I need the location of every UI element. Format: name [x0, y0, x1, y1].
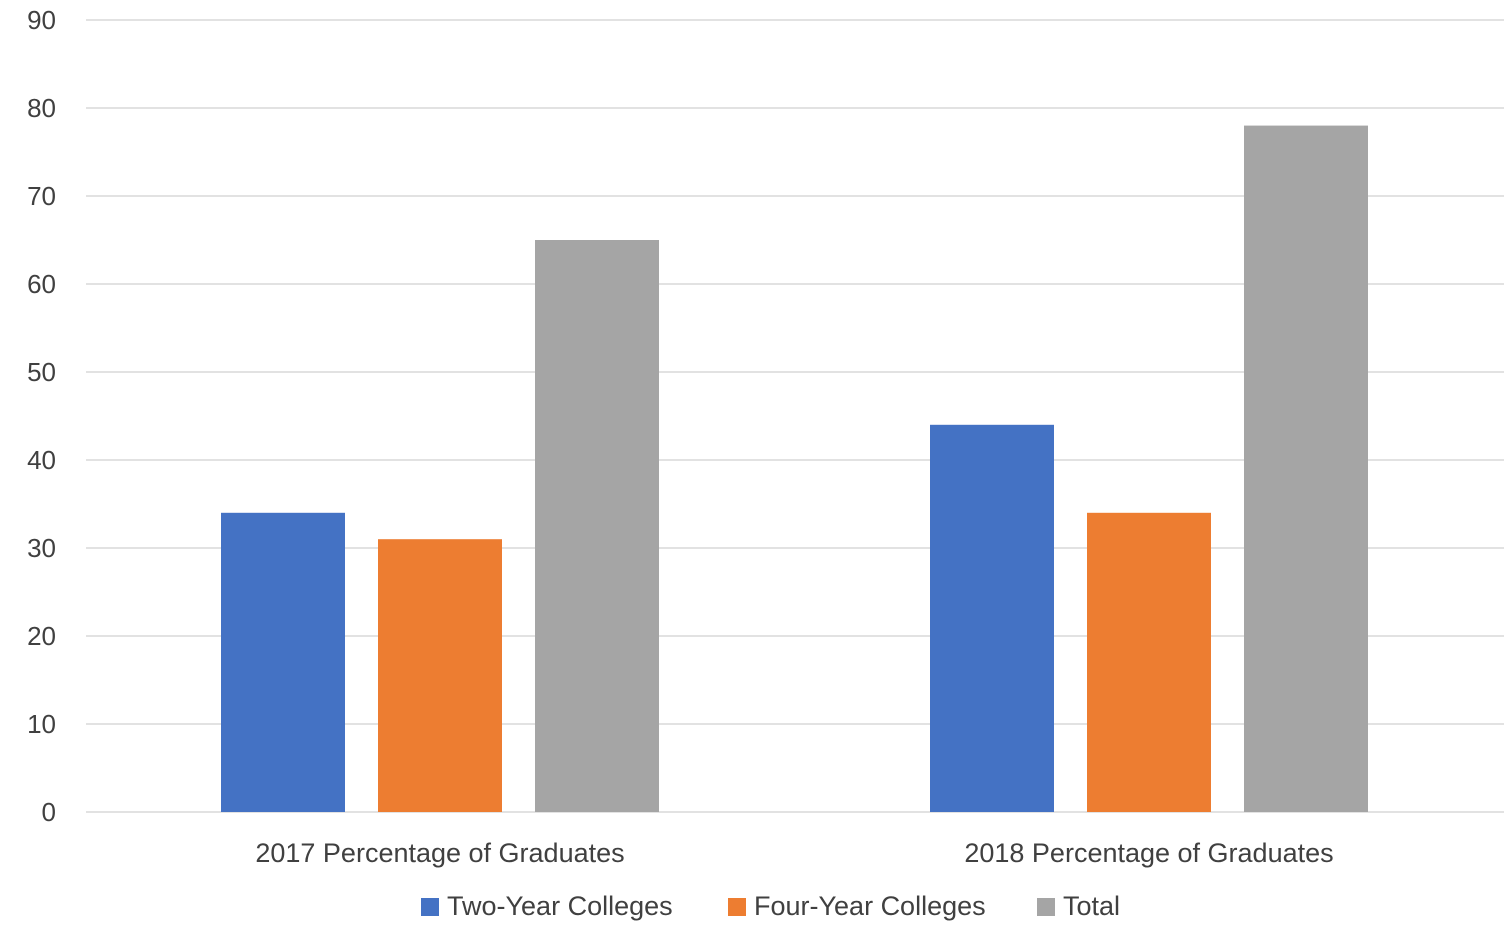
y-tick-label: 90: [27, 5, 56, 35]
x-axis-category-labels: 2017 Percentage of Graduates 2018 Percent…: [255, 838, 1333, 868]
y-tick-label: 70: [27, 181, 56, 211]
bar: [1244, 125, 1368, 813]
legend-item: Two-Year Colleges: [421, 891, 673, 921]
y-tick-label: 0: [42, 797, 56, 827]
legend-swatch: [728, 898, 746, 916]
legend-swatch: [1037, 898, 1055, 916]
bar: [221, 512, 345, 812]
bar: [535, 240, 659, 812]
legend-label: Two-Year Colleges: [447, 891, 673, 921]
y-tick-label: 60: [27, 269, 56, 299]
y-tick-label: 10: [27, 709, 56, 739]
y-tick-label: 50: [27, 357, 56, 387]
y-tick-label: 40: [27, 445, 56, 475]
legend-label: Four-Year Colleges: [754, 891, 986, 921]
legend-item: Four-Year Colleges: [728, 891, 986, 921]
x-category-label: 2018 Percentage of Graduates: [964, 838, 1333, 868]
y-tick-label: 30: [27, 533, 56, 563]
bar: [1087, 512, 1211, 812]
y-tick-label: 80: [27, 93, 56, 123]
legend-swatch: [421, 898, 439, 916]
bar: [930, 424, 1054, 812]
y-axis-tick-labels: 0 10 20 30 40 50 60 70 80 90: [27, 5, 56, 827]
y-tick-label: 20: [27, 621, 56, 651]
legend-label: Total: [1063, 891, 1120, 921]
x-category-label: 2017 Percentage of Graduates: [255, 838, 624, 868]
legend-item: Total: [1037, 891, 1120, 921]
legend: Two-Year Colleges Four-Year Colleges Total: [421, 891, 1120, 921]
bars: [221, 125, 1368, 813]
bar: [378, 539, 502, 812]
